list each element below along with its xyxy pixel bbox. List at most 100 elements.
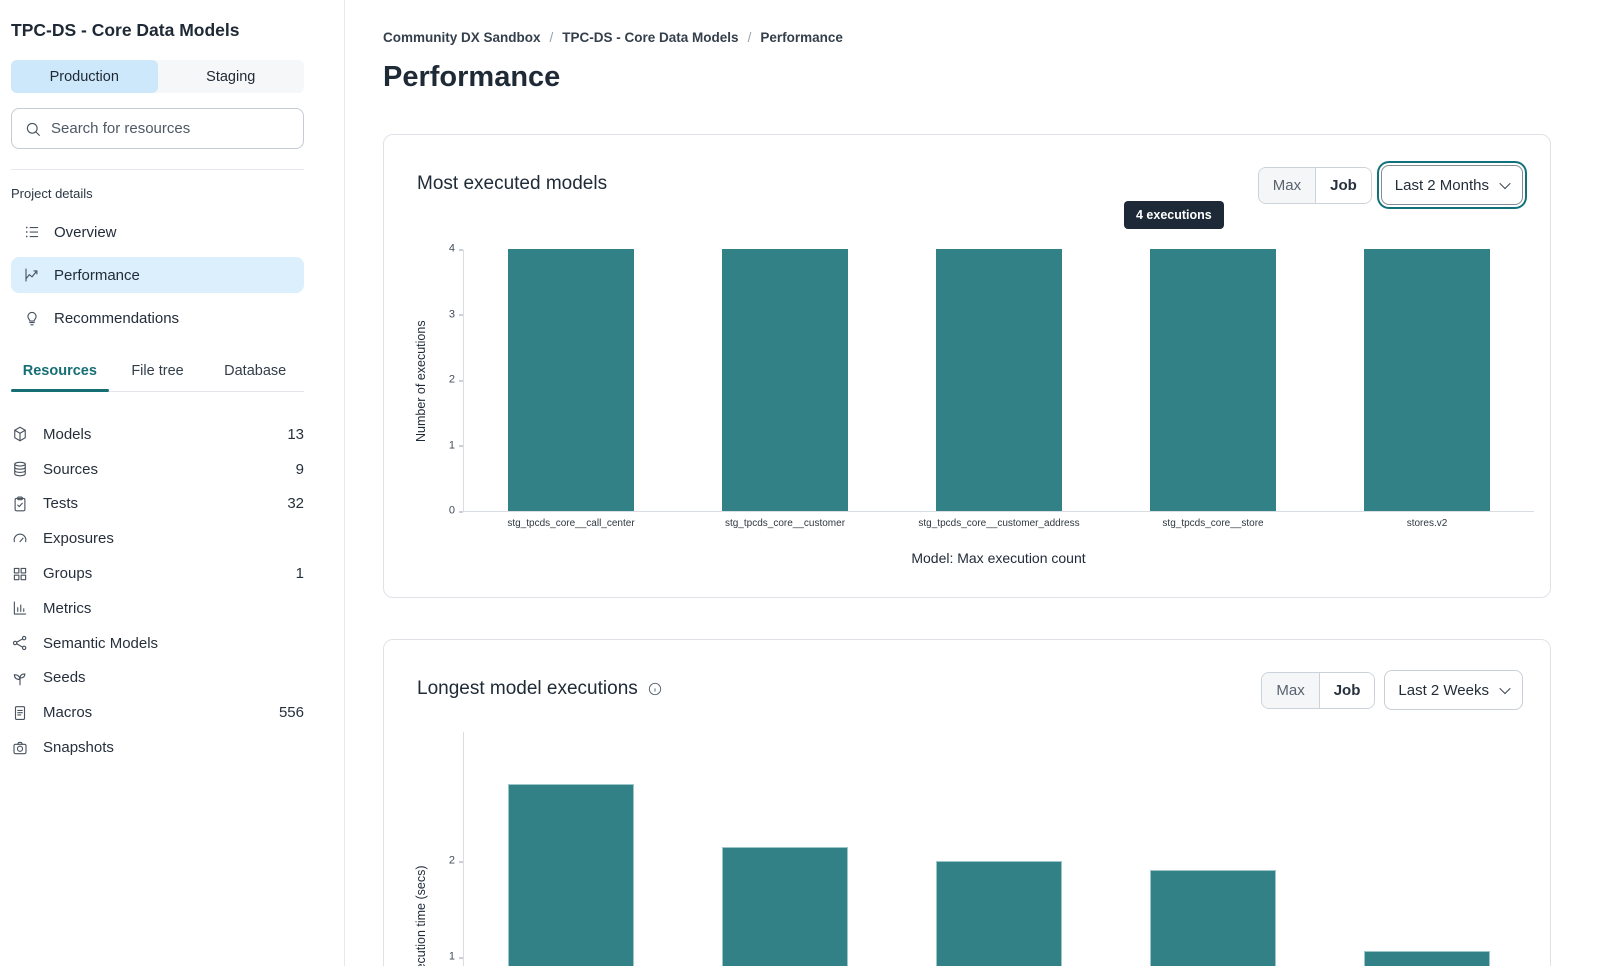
breadcrumb-link-account[interactable]: Community DX Sandbox <box>383 30 541 45</box>
resource-row-seeds[interactable]: Seeds <box>11 661 304 696</box>
resource-label: Sources <box>43 460 99 478</box>
most-executed-models-card: Most executed models Max Job Last 2 Mont… <box>383 134 1551 598</box>
bar-column: stores.v2 <box>1364 249 1490 529</box>
clipboard-icon <box>11 495 29 513</box>
job-button[interactable]: Job <box>1319 672 1375 708</box>
sidebar-item-performance[interactable]: Performance <box>11 257 304 293</box>
bar-series: stg_tpcds_core__call_center stg_tpcds_cor… <box>464 249 1534 529</box>
job-button[interactable]: Job <box>1316 167 1371 203</box>
project-title: TPC-DS - Core Data Models <box>11 20 240 40</box>
bar[interactable] <box>936 249 1062 511</box>
chevron-down-icon <box>1499 177 1511 190</box>
resource-row-groups[interactable]: Groups 1 <box>11 556 304 591</box>
bar[interactable] <box>508 249 634 511</box>
search-box[interactable] <box>11 108 304 149</box>
bar-column: stg_tpcds_core__customer <box>722 249 848 529</box>
tab-production[interactable]: Production <box>11 60 158 93</box>
bar-column <box>1364 765 1490 966</box>
sidebar: TPC-DS - Core Data Models Production Sta… <box>0 0 345 966</box>
resource-label: Snapshots <box>43 739 114 757</box>
y-tick-label: 1 <box>448 950 464 963</box>
resource-label: Groups <box>43 565 93 583</box>
bar[interactable] <box>722 846 848 966</box>
y-axis-label: Number of executions <box>414 320 428 442</box>
max-button[interactable]: Max <box>1262 672 1320 708</box>
y-tick-label: 3 <box>448 308 464 320</box>
y-tick-label: 1 <box>448 439 464 451</box>
camera-icon <box>11 739 29 757</box>
resource-label: Metrics <box>43 599 92 617</box>
resource-list: Models 13 Sources 9 Tests 32 <box>11 417 304 765</box>
chevron-down-icon <box>1499 682 1511 695</box>
y-tick-label: 2 <box>448 854 464 867</box>
card-header: Most executed models Max Job Last 2 Mont… <box>417 165 1523 205</box>
chart-controls: Max Job Last 2 Months <box>1257 165 1523 205</box>
max-button[interactable]: Max <box>1258 167 1317 203</box>
x-tick-label: stg_tpcds_core__customer <box>724 518 846 529</box>
chart-title: Most executed models <box>417 173 608 194</box>
resource-count: 32 <box>287 495 304 513</box>
bar[interactable] <box>1150 869 1276 966</box>
resource-label: Exposures <box>43 530 114 548</box>
sidebar-item-overview[interactable]: Overview <box>11 214 304 250</box>
page-title: Performance <box>383 61 561 93</box>
card-header: Longest model executions Max Job Last 2 … <box>417 670 1523 710</box>
tab-database[interactable]: Database <box>224 363 287 379</box>
tab-staging[interactable]: Staging <box>206 68 256 85</box>
resource-label: Tests <box>43 495 79 513</box>
resource-row-tests[interactable]: Tests 32 <box>11 487 304 522</box>
date-range-select[interactable]: Last 2 Months <box>1380 165 1523 205</box>
bar[interactable] <box>936 861 1062 966</box>
resource-row-sources[interactable]: Sources 9 <box>11 452 304 487</box>
x-axis-title: Model: Max execution count <box>911 550 1086 566</box>
bar[interactable] <box>1364 249 1490 511</box>
x-tick-label: stg_tpcds_core__call_center <box>507 518 635 529</box>
chart-title: Longest model executions <box>417 678 638 699</box>
resource-label: Seeds <box>43 669 86 687</box>
resource-label: Semantic Models <box>43 634 159 652</box>
search-input[interactable] <box>51 120 291 137</box>
bar[interactable] <box>722 249 848 511</box>
sidebar-item-label: Performance <box>54 266 140 284</box>
bar-column <box>1150 765 1276 966</box>
project-nav: Overview Performance Recommendations <box>11 214 304 336</box>
sidebar-divider <box>11 169 304 170</box>
environment-toggle: Production Staging <box>11 60 304 93</box>
y-tick-label: 0 <box>448 504 464 517</box>
date-range-select[interactable]: Last 2 Weeks <box>1384 670 1523 710</box>
date-range-value: Last 2 Months <box>1394 176 1489 194</box>
bar[interactable] <box>508 784 634 966</box>
breadcrumb-link-project[interactable]: TPC-DS - Core Data Models <box>562 30 739 45</box>
resource-row-metrics[interactable]: Metrics <box>11 591 304 626</box>
max-job-toggle: Max Job <box>1257 166 1372 204</box>
breadcrumb-separator: / <box>549 30 554 45</box>
resource-row-models[interactable]: Models 13 <box>11 417 304 452</box>
list-icon <box>23 223 41 241</box>
resource-row-semantic-models[interactable]: Semantic Models <box>11 626 304 661</box>
cube-icon <box>11 425 29 443</box>
y-tick-label: 2 <box>448 373 464 386</box>
resource-row-snapshots[interactable]: Snapshots <box>11 730 304 765</box>
tab-resources[interactable]: Resources <box>11 363 109 392</box>
bar-column: stg_tpcds_core__call_center <box>507 249 635 529</box>
date-range-value: Last 2 Weeks <box>1398 681 1489 699</box>
bar-column <box>936 765 1062 966</box>
x-tick-label: stores.v2 <box>1406 518 1448 529</box>
breadcrumb-current: Performance <box>760 30 843 45</box>
tab-file-tree[interactable]: File tree <box>131 363 184 379</box>
bar[interactable] <box>1364 951 1490 966</box>
document-icon <box>11 704 29 722</box>
line-chart-icon <box>23 266 41 284</box>
bar[interactable] <box>1150 249 1276 511</box>
info-icon[interactable] <box>647 681 663 697</box>
y-axis-label: Execution time (secs) <box>414 865 428 966</box>
lightbulb-icon <box>23 309 41 327</box>
gauge-icon <box>11 530 29 548</box>
resource-row-exposures[interactable]: Exposures <box>11 521 304 556</box>
resource-row-macros[interactable]: Macros 556 <box>11 695 304 730</box>
sidebar-item-recommendations[interactable]: Recommendations <box>11 300 304 336</box>
bar-column <box>722 765 848 966</box>
